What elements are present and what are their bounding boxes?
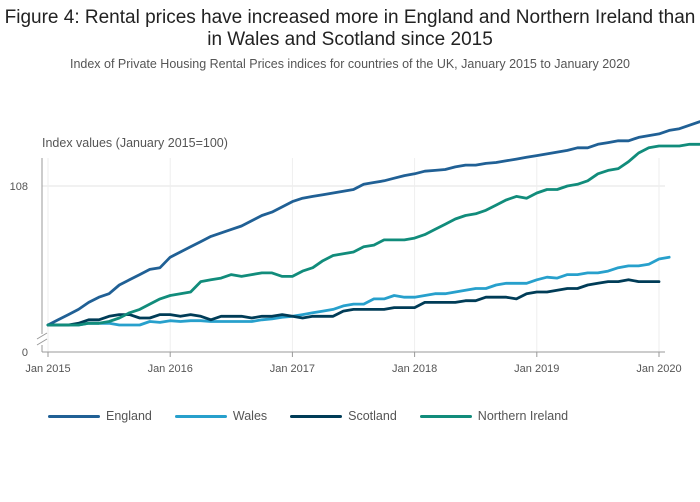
legend-item-northern-ireland[interactable]: Northern Ireland (419, 409, 569, 423)
series-line-england (46, 120, 700, 327)
legend: England Wales Scotland Northern Ireland (48, 409, 591, 423)
legend-item-scotland[interactable]: Scotland (290, 409, 397, 423)
y-tick-label-108: 108 (10, 181, 28, 193)
axis-break-mark-1 (36, 332, 48, 340)
x-tick-label-4: Jan 2019 (514, 363, 559, 375)
y-axis-label: Index values (January 2015=100) (42, 136, 228, 150)
legend-label-england: England (106, 409, 152, 423)
axis-break-mark-2 (36, 338, 48, 346)
axis-layer: 0 108 Jan 2015 Jan 2016 Jan 2017 Jan 2018 Jan … (10, 158, 682, 375)
legend-swatch-northern-ireland (419, 414, 472, 418)
x-tick-label-3: Jan 2018 (392, 363, 437, 375)
y-tick-label-0: 0 (22, 347, 28, 359)
line-chart: 0 108 Jan 2015 Jan 2016 Jan 2017 Jan 2018 Jan … (10, 120, 700, 375)
series-line-scotland (46, 278, 661, 327)
x-tick-label-5: Jan 2020 (636, 363, 681, 375)
grid-layer (42, 158, 665, 352)
x-tick-label-0: Jan 2015 (25, 363, 70, 375)
chart-title: Figure 4: Rental prices have increased m… (4, 7, 696, 50)
legend-swatch-wales (174, 414, 227, 418)
x-tick-label-1: Jan 2016 (148, 363, 193, 375)
legend-label-wales: Wales (232, 409, 268, 423)
legend-label-scotland: Scotland (348, 409, 397, 423)
chart-subtitle: Index of Private Housing Rental Prices i… (69, 57, 631, 71)
legend-swatch-scotland (290, 414, 343, 418)
x-tick-label-2: Jan 2017 (270, 363, 315, 375)
series-layer (46, 120, 700, 327)
legend-swatch-england (48, 414, 100, 418)
series-line-northern-ireland (46, 142, 700, 327)
series-line-wales (46, 255, 671, 327)
legend-item-england[interactable]: England (48, 409, 152, 423)
legend-item-wales[interactable]: Wales (174, 409, 268, 423)
legend-label-northern-ireland: Northern Ireland (477, 409, 569, 423)
